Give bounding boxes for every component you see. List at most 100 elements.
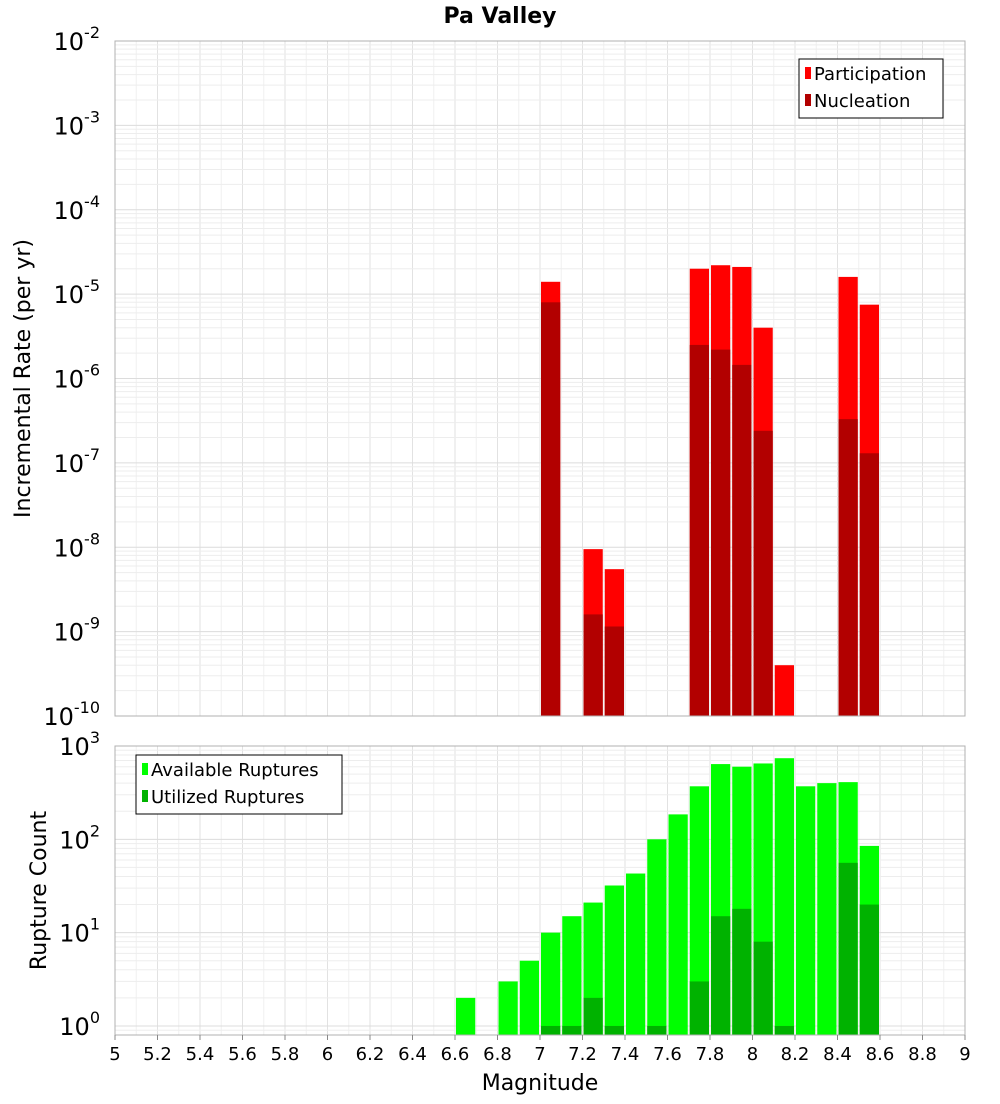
x-tick-label: 5.4	[186, 1044, 215, 1065]
y-axis-label: Rupture Count	[27, 811, 52, 971]
bar	[668, 814, 688, 1035]
y-tick-label: 10-10	[43, 698, 100, 731]
bar	[838, 419, 858, 716]
bar	[604, 1025, 624, 1035]
bar	[647, 839, 667, 1035]
y-tick-exponent: -9	[84, 614, 100, 633]
rate-panel: 10-1010-910-810-710-610-510-410-310-2Inc…	[11, 23, 966, 731]
bar	[689, 344, 709, 716]
y-tick-base: 10	[59, 826, 90, 854]
legend-box	[135, 754, 343, 815]
bar	[562, 1025, 582, 1035]
y-tick-exponent: 0	[90, 1008, 100, 1027]
y-tick-label: 10-4	[54, 192, 101, 225]
bar	[541, 1025, 561, 1035]
bar	[838, 862, 858, 1035]
y-tick-label: 101	[59, 915, 100, 948]
y-tick-label: 10-9	[54, 614, 101, 647]
x-tick-label: 5.8	[271, 1044, 300, 1065]
y-tick-base: 10	[54, 112, 85, 140]
x-tick-label: 7.4	[611, 1044, 640, 1065]
x-tick-label: 6.2	[356, 1044, 385, 1065]
plot-frame	[114, 40, 966, 717]
x-axis-ticks: 5 5.2 5.4 5.6 5.8 6 6.2 6.4 6.6 6.8 7 7.2 7.4 7.6 7.8 8…	[109, 1035, 971, 1065]
x-tick-label: 6.6	[441, 1044, 470, 1065]
x-tick-label: 7	[534, 1044, 545, 1065]
bar	[774, 1025, 794, 1035]
y-tick-label: 10-8	[54, 529, 101, 562]
y-tick-exponent: -8	[84, 529, 100, 548]
x-tick-label: 8.8	[908, 1044, 937, 1065]
y-tick-label: 10-7	[54, 445, 101, 478]
bar	[604, 885, 624, 1035]
bar	[711, 349, 731, 716]
legend-label: Nucleation	[814, 91, 910, 112]
y-tick-base: 10	[54, 197, 85, 225]
bar	[519, 960, 539, 1035]
y-tick-exponent: -7	[84, 445, 100, 464]
bar	[456, 997, 476, 1035]
y-tick-base: 10	[54, 366, 85, 394]
bar	[732, 364, 752, 716]
bar	[753, 430, 773, 716]
bar	[562, 916, 582, 1035]
chart-title: Pa Valley	[443, 4, 556, 29]
x-tick-label: 8	[747, 1044, 758, 1065]
bar	[817, 783, 837, 1035]
y-tick-base: 10	[54, 619, 85, 647]
y-tick-base: 10	[59, 920, 90, 948]
bar	[753, 941, 773, 1035]
bar	[859, 904, 879, 1035]
legend-box	[798, 58, 944, 119]
y-tick-base: 10	[54, 281, 85, 309]
bar	[774, 758, 794, 1035]
bar	[604, 626, 624, 716]
y-tick-label: 100	[59, 1008, 100, 1041]
bar	[689, 786, 709, 1035]
y-tick-exponent: -6	[84, 361, 100, 380]
x-tick-label: 8.2	[781, 1044, 810, 1065]
bar	[541, 302, 561, 716]
x-tick-label: 6	[322, 1044, 333, 1065]
x-tick-label: 5.2	[143, 1044, 172, 1065]
bar	[796, 786, 816, 1035]
y-tick-base: 10	[54, 450, 85, 478]
y-tick-label: 10-6	[54, 361, 101, 394]
x-tick-label: 7.8	[696, 1044, 725, 1065]
y-axis-label: Incremental Rate (per yr)	[11, 239, 36, 518]
bar	[711, 916, 731, 1035]
bar	[541, 932, 561, 1035]
y-tick-exponent: 3	[90, 728, 100, 747]
x-tick-label: 5.6	[228, 1044, 257, 1065]
y-tick-base: 10	[59, 1013, 90, 1041]
bar	[689, 981, 709, 1035]
y-tick-label: 10-3	[54, 107, 101, 140]
bar	[626, 873, 646, 1035]
legend-label: Participation	[814, 64, 926, 85]
x-tick-label: 6.8	[483, 1044, 512, 1065]
y-tick-exponent: -3	[84, 107, 100, 126]
y-tick-base: 10	[43, 703, 74, 731]
bar	[583, 997, 603, 1035]
y-tick-exponent: 1	[90, 915, 100, 934]
bar	[732, 908, 752, 1035]
x-tick-label: 7.2	[568, 1044, 597, 1065]
x-tick-label: 7.6	[653, 1044, 682, 1065]
legend-label: Available Ruptures	[151, 760, 319, 781]
y-tick-exponent: -2	[84, 23, 100, 42]
bar	[647, 1025, 667, 1035]
bar	[583, 614, 603, 716]
y-tick-base: 10	[54, 28, 85, 56]
y-tick-base: 10	[54, 534, 85, 562]
legend-label: Utilized Ruptures	[151, 787, 304, 808]
y-tick-exponent: -5	[84, 276, 100, 295]
legend-swatch	[142, 763, 148, 775]
x-tick-label: 8.4	[823, 1044, 852, 1065]
bar	[498, 981, 518, 1035]
y-tick-label: 10-5	[54, 276, 101, 309]
y-tick-label: 10-2	[54, 23, 101, 56]
legend-swatch	[805, 67, 811, 79]
x-tick-label: 8.6	[866, 1044, 895, 1065]
